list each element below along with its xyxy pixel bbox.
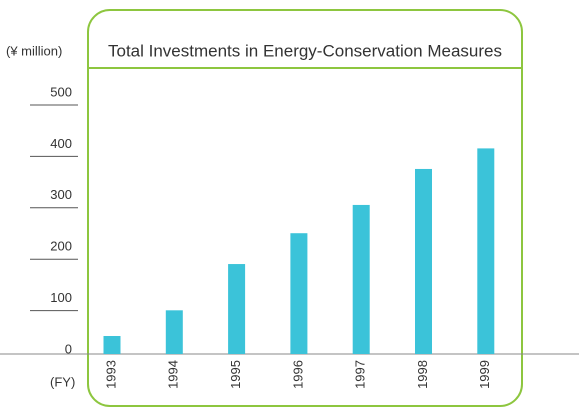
bar — [228, 264, 246, 354]
x-tick-label: 1999 — [477, 360, 492, 389]
chart-title: Total Investments in Energy-Conservation… — [108, 41, 502, 60]
y-tick-label: 200 — [50, 239, 72, 254]
x-tick-label: 1997 — [353, 360, 368, 389]
y-tick-label: 500 — [50, 84, 72, 99]
x-tick-label: 1995 — [228, 360, 243, 389]
x-axis-label: (FY) — [50, 374, 75, 389]
y-tick-label: 100 — [50, 290, 72, 305]
x-tick-label: 1998 — [415, 360, 430, 389]
frame — [87, 9, 523, 407]
bar — [165, 310, 183, 354]
y-tick-label: 300 — [50, 187, 72, 202]
bar — [352, 204, 370, 354]
x-tick-label: 1996 — [290, 360, 305, 389]
y-tick-label: 400 — [50, 136, 72, 151]
y-tick-label: 0 — [65, 341, 72, 356]
bar — [290, 233, 308, 354]
bar — [415, 168, 432, 354]
x-tick-label: 1993 — [103, 360, 118, 389]
bar — [103, 336, 121, 354]
x-tick-label: 1994 — [166, 360, 181, 389]
bar — [477, 148, 495, 354]
y-axis-label: (¥ million) — [6, 43, 62, 58]
